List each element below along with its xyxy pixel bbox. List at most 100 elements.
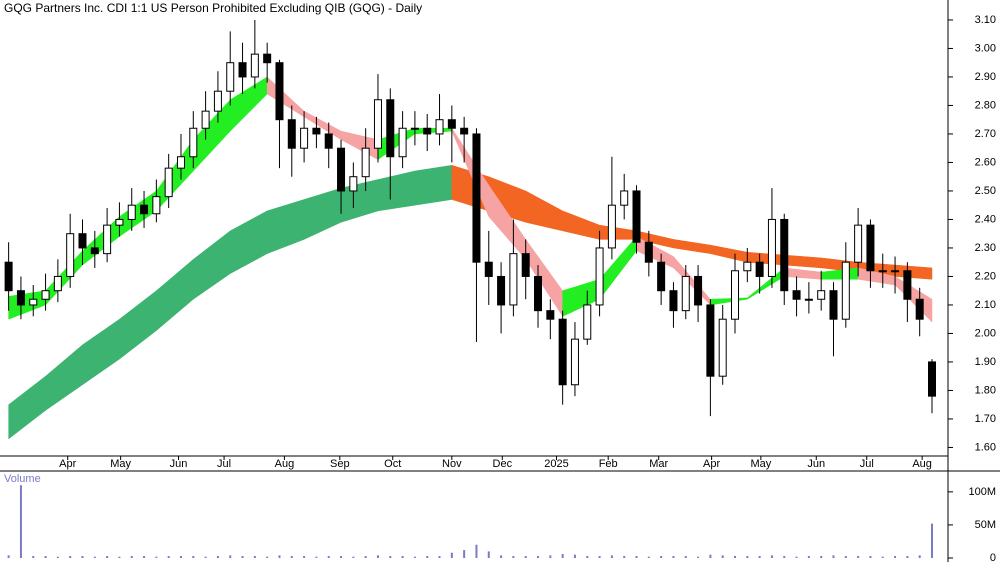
candle-body xyxy=(694,275,703,306)
candle-body xyxy=(201,110,210,129)
candle-body xyxy=(927,361,936,397)
candle-body xyxy=(595,247,604,306)
volume-bar xyxy=(266,556,269,558)
candle-body xyxy=(226,62,235,92)
volume-bar xyxy=(832,555,835,558)
candle-body xyxy=(792,290,801,300)
candle-body xyxy=(632,190,641,243)
candle-body xyxy=(66,233,75,277)
candle-body xyxy=(755,261,764,277)
candle-body xyxy=(78,233,87,249)
candle-body xyxy=(410,127,419,130)
candle-body xyxy=(312,127,321,135)
candle-body xyxy=(337,147,346,192)
x-tick-label: Aug xyxy=(275,458,295,470)
candle-body xyxy=(570,338,579,386)
y-tick-label: 2.70 xyxy=(975,128,996,140)
volume-bar xyxy=(721,555,724,558)
candle-body xyxy=(386,99,395,158)
candle-body xyxy=(534,275,543,312)
volume-bar xyxy=(56,556,59,558)
candle-body xyxy=(103,224,112,255)
volume-bar xyxy=(143,556,146,558)
candle-body xyxy=(4,261,13,292)
x-tick-label: Jul xyxy=(860,458,874,470)
candle-body xyxy=(521,253,530,277)
candle-body xyxy=(373,99,382,149)
candle-body xyxy=(706,304,715,377)
volume-bar xyxy=(426,556,429,558)
candle-body xyxy=(164,167,173,198)
candle-body xyxy=(546,310,555,320)
volume-bar xyxy=(672,556,675,558)
x-tick-label: Apr xyxy=(703,458,720,470)
volume-bar xyxy=(684,556,687,558)
volume-bar xyxy=(315,556,318,558)
volume-bar xyxy=(746,556,749,558)
volume-bar xyxy=(660,556,663,558)
candle-body xyxy=(841,261,850,320)
volume-bar xyxy=(820,556,823,558)
candle-body xyxy=(657,261,666,292)
volume-bar xyxy=(389,556,392,558)
candle-body xyxy=(681,275,690,312)
candle-body xyxy=(423,127,432,135)
x-tick-label: 2025 xyxy=(544,458,568,470)
volume-bar xyxy=(413,556,416,558)
candle-body xyxy=(767,218,776,277)
candle-body xyxy=(152,196,161,215)
volume-bar xyxy=(573,554,576,558)
volume-bar xyxy=(783,556,786,558)
volume-bar xyxy=(19,485,22,558)
volume-bar xyxy=(894,556,897,558)
volume-bar xyxy=(241,556,244,558)
volume-bar xyxy=(290,556,293,558)
volume-bar xyxy=(106,556,109,558)
volume-bar xyxy=(253,556,256,558)
volume-bar xyxy=(327,556,330,558)
volume-bar xyxy=(561,554,564,558)
candle-body xyxy=(127,204,136,220)
candle-body xyxy=(447,119,456,129)
candle-body xyxy=(484,261,493,277)
candle-body xyxy=(349,176,358,192)
x-tick-label: Oct xyxy=(384,458,401,470)
x-tick-label: Sep xyxy=(330,458,350,470)
y-tick-label: 3.00 xyxy=(975,42,996,54)
candle-body xyxy=(287,119,296,149)
volume-bar xyxy=(69,556,72,558)
volume-bar xyxy=(598,556,601,558)
volume-bar xyxy=(216,556,219,558)
x-tick-label: Feb xyxy=(599,458,618,470)
candle-body xyxy=(250,53,259,78)
volume-bar xyxy=(512,556,515,558)
volume-bar xyxy=(623,556,626,558)
volume-bar xyxy=(44,556,47,558)
candle-body xyxy=(398,127,407,158)
candle-body xyxy=(324,133,333,149)
candle-body xyxy=(361,147,370,178)
chart-title: GQG Partners Inc. CDI 1:1 US Person Proh… xyxy=(4,1,422,15)
volume-bar xyxy=(118,556,121,558)
candle-body xyxy=(115,218,124,226)
volume-bar xyxy=(32,556,35,558)
candle-body xyxy=(558,318,567,386)
candle-body xyxy=(435,119,444,135)
volume-bar xyxy=(364,556,367,558)
candle-body xyxy=(472,133,481,263)
candle-body xyxy=(620,190,629,206)
x-tick-label: Mar xyxy=(649,458,668,470)
volume-bar xyxy=(770,555,773,558)
candle-body xyxy=(669,290,678,312)
candle-body xyxy=(263,53,272,64)
x-tick-label: Apr xyxy=(59,458,76,470)
x-tick-label: May xyxy=(110,458,131,470)
candle-body xyxy=(53,275,62,292)
y-tick-label: 2.90 xyxy=(975,71,996,83)
candle-body xyxy=(29,298,38,306)
volume-bar xyxy=(549,555,552,558)
y-tick-label: 3.10 xyxy=(975,14,996,26)
x-tick-label: Jul xyxy=(217,458,231,470)
y-tick-label: 2.30 xyxy=(975,242,996,254)
